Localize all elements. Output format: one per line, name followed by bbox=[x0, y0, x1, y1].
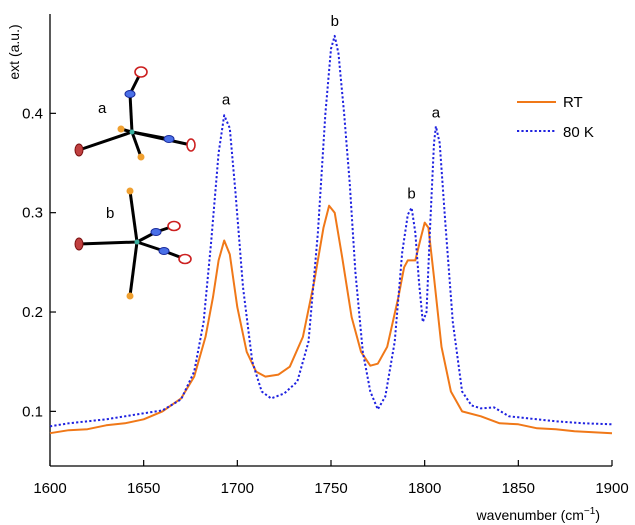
structure-label-a: a bbox=[98, 100, 107, 117]
y-tick-label: 0.4 bbox=[22, 105, 43, 122]
x-axis-title-close: ) bbox=[595, 507, 600, 523]
molecule-structure-a: a bbox=[74, 66, 196, 161]
molecule-structure-b: b bbox=[74, 187, 192, 300]
y-tick-label: 0.2 bbox=[22, 304, 43, 321]
x-axis-title-main: wavenumber (cm bbox=[476, 507, 584, 523]
y-axis-title: ext (a.u.) bbox=[6, 24, 22, 79]
series-line-rt bbox=[49, 204, 613, 435]
y-tick-label: 0.1 bbox=[22, 403, 43, 420]
peak-label: a bbox=[432, 104, 441, 121]
x-tick-label: 1650 bbox=[127, 480, 160, 497]
x-axis-title-sup: −1 bbox=[584, 506, 596, 517]
y-tick-label: 0.3 bbox=[22, 205, 43, 222]
x-axis-title: wavenumber (cm−1) bbox=[476, 506, 600, 523]
x-tick-label: 1850 bbox=[502, 480, 535, 497]
legend-label-80k: 80 K bbox=[563, 124, 594, 141]
peak-label: b bbox=[331, 13, 339, 30]
legend-label-rt: RT bbox=[563, 94, 583, 111]
x-tick-label: 1800 bbox=[408, 480, 441, 497]
structure-label-b: b bbox=[106, 205, 114, 222]
series-line-80k bbox=[49, 34, 613, 428]
legend: RT 80 K bbox=[517, 94, 594, 141]
x-tick-label: 1700 bbox=[221, 480, 254, 497]
x-tick-label: 1750 bbox=[314, 480, 347, 497]
peak-label: a bbox=[222, 91, 231, 108]
x-tick-label: 1900 bbox=[595, 480, 628, 497]
x-tick-label: 1600 bbox=[33, 480, 66, 497]
peak-label: b bbox=[407, 186, 415, 203]
